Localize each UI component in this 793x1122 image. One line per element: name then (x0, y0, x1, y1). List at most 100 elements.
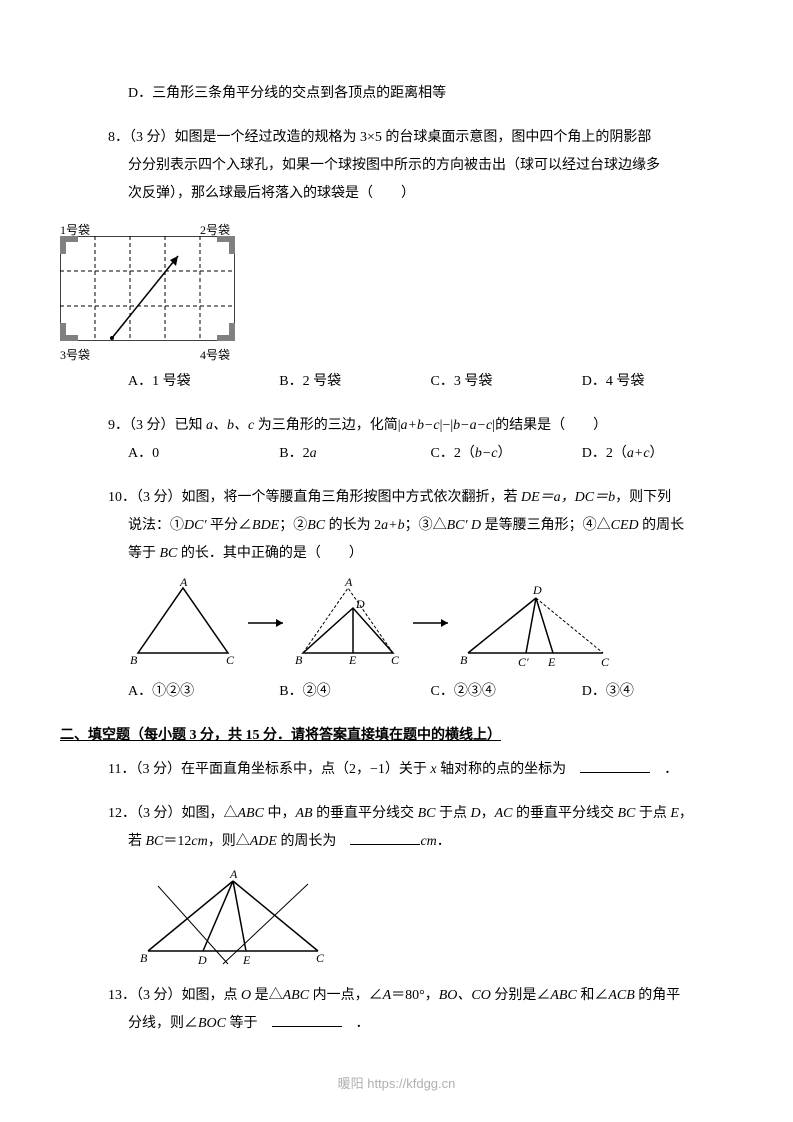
triangle-fold-svg: A B C A D B E C D B C′ (128, 578, 668, 668)
q8-stem-line3: 次反弹），那么球最后将落入的球袋是（ ） (60, 180, 733, 208)
t: 中， (264, 806, 296, 821)
text: 10．（3 分）如图，将一个等腰直角三角形按图中方式依次翻折，若 (108, 490, 521, 505)
v: BOC (198, 1016, 226, 1031)
t: 的周长为 (277, 834, 351, 849)
text: D．2（ (582, 446, 627, 461)
v: BC (418, 806, 436, 821)
var: a (310, 446, 317, 461)
t: 的长．其中正确的是（ ） (177, 546, 363, 561)
v: BDE (252, 518, 279, 533)
text: ，则下列 (615, 490, 671, 505)
v: ABC (283, 988, 309, 1003)
t: ，则△ (208, 834, 250, 849)
q11: 11．（3 分）在平面直角坐标系中，点（2，−1）关于 x 轴对称的点的坐标为 … (60, 756, 733, 784)
t: ． (342, 1016, 370, 1031)
v: CED (611, 518, 639, 533)
t: ． (650, 762, 678, 777)
q10-opt-d: D．③④ (582, 678, 733, 706)
q13-stem-line2: 分线，则∠BOC 等于 ． (60, 1010, 733, 1038)
vars: DE＝a，DC＝b (521, 490, 615, 505)
q10-stem-line2: 说法：①DC′ 平分∠BDE；②BC 的长为 2a+b；③△BC′ D 是等腰三… (60, 512, 733, 540)
svg-text:E: E (242, 953, 251, 966)
q13-stem-line1: 13．（3 分）如图，点 O 是△ABC 内一点，∠A＝80°，BO、CO 分别… (60, 982, 733, 1010)
v: ABC (550, 988, 576, 1003)
t: ． (437, 834, 451, 849)
text: 为三角形的三边，化简| (254, 418, 400, 433)
text: |−| (440, 418, 454, 433)
blank-input[interactable] (272, 1013, 342, 1027)
v: BC (160, 546, 178, 561)
svg-text:A: A (229, 867, 238, 881)
v: BC (307, 518, 325, 533)
t: 说法：① (128, 518, 184, 533)
svg-text:D: D (355, 597, 365, 611)
q12-stem-line2: 若 BC＝12cm，则△ADE 的周长为 cm． (60, 828, 733, 856)
expr: a+b−c (401, 418, 440, 433)
t: 13．（3 分）如图，点 (108, 988, 241, 1003)
t: 分线，则∠ (128, 1016, 198, 1031)
svg-text:A: A (179, 578, 188, 589)
q12-stem-line1: 12．（3 分）如图，△ABC 中，AB 的垂直平分线交 BC 于点 D，AC … (60, 800, 733, 828)
t: 和∠ (577, 988, 609, 1003)
q8-stem-line2: 分分别表示四个入球孔，如果一个球按图中所示的方向被击出（球可以经过台球边缘多 (60, 152, 733, 180)
t: 的角平 (635, 988, 681, 1003)
q12-triangle-svg: A B D E C (128, 866, 338, 966)
q9-opt-c: C．2（b−c） (431, 440, 582, 468)
svg-text:C: C (226, 653, 235, 667)
svg-text:E: E (348, 653, 357, 667)
q8-options: A．1 号袋 B．2 号袋 C．3 号袋 D．4 号袋 (60, 368, 733, 396)
q10-stem-line1: 10．（3 分）如图，将一个等腰直角三角形按图中方式依次翻折，若 DE＝a，DC… (60, 484, 733, 512)
q9-opt-a: A．0 (128, 440, 279, 468)
t: 等于 (128, 546, 160, 561)
t: 12．（3 分）如图，△ (108, 806, 238, 821)
v: ADE (250, 834, 277, 849)
v: AB (295, 806, 312, 821)
t: 的垂直平分线交 (313, 806, 418, 821)
svg-text:B: B (460, 653, 468, 667)
pocket-label-bl: 3号袋 (60, 343, 90, 367)
t: 是等腰三角形；④△ (481, 518, 611, 533)
q10-stem-line3: 等于 BC 的长．其中正确的是（ ） (60, 540, 733, 568)
svg-text:E: E (547, 655, 556, 668)
option-text: D．三角形三条角平分线的交点到各顶点的距离相等 (60, 80, 733, 108)
text: ） (498, 446, 512, 461)
v: A (383, 988, 392, 1003)
t: 于点 (435, 806, 470, 821)
v: AC (495, 806, 513, 821)
var: b−c (475, 446, 498, 461)
v: cm (191, 834, 207, 849)
v: D (470, 806, 480, 821)
svg-text:B: B (130, 653, 138, 667)
expr: b−a−c (453, 418, 492, 433)
section2-heading: 二、填空题（每小题 3 分，共 15 分．请将答案直接填在题中的横线上） (60, 724, 733, 744)
t: 11．（3 分）在平面直角坐标系中，点（2，−1）关于 (108, 762, 430, 777)
t: 平分∠ (207, 518, 253, 533)
blank-input[interactable] (350, 831, 420, 845)
svg-text:C: C (601, 655, 610, 668)
svg-text:C: C (391, 653, 400, 667)
t: ；③△ (405, 518, 447, 533)
q10-opt-c: C．②③④ (431, 678, 582, 706)
q10-options: A．①②③ B．②④ C．②③④ D．③④ (60, 678, 733, 706)
t: 的垂直平分线交 (512, 806, 617, 821)
v: ABC (238, 806, 264, 821)
svg-text:C: C (316, 951, 325, 965)
q9-stem: 9．（3 分）已知 a、b、c 为三角形的三边，化简|a+b−c|−|b−a−c… (60, 412, 733, 440)
v: E (670, 806, 679, 821)
q9-opt-b: B．2a (279, 440, 430, 468)
page-footer: 暖阳 https://kfdgg.cn (0, 1073, 793, 1092)
variables: a、b、c (206, 418, 254, 433)
v: O (241, 988, 251, 1003)
v: ACB (608, 988, 634, 1003)
blank-input[interactable] (580, 759, 650, 773)
q10-opt-b: B．②④ (279, 678, 430, 706)
t: 的长为 2 (325, 518, 381, 533)
pool-table-svg (60, 236, 235, 341)
q10-opt-a: A．①②③ (128, 678, 279, 706)
q9-options: A．0 B．2a C．2（b−c） D．2（a+c） (60, 440, 733, 468)
t: 等于 (226, 1016, 272, 1031)
text: |的结果是（ ） (492, 418, 607, 433)
unit: cm (420, 834, 436, 849)
text: B．2 (279, 446, 309, 461)
text: ） (650, 446, 664, 461)
